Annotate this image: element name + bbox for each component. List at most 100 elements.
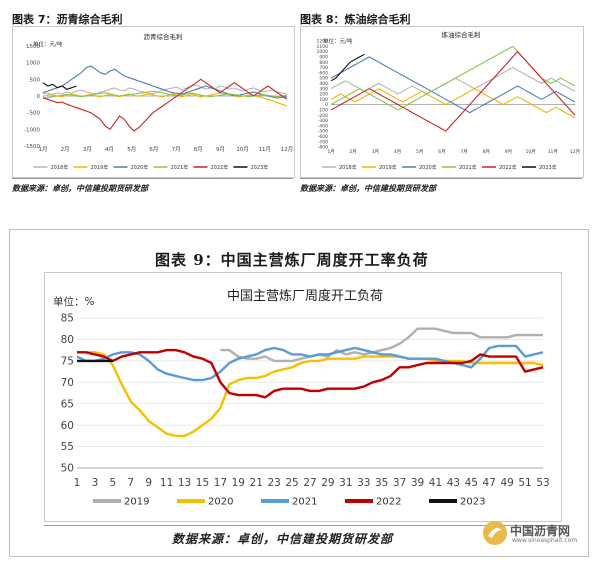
fig9-ytick-label: 65: [61, 398, 74, 410]
fig9-ytick-label: 70: [61, 377, 74, 389]
fig9-xtick-label: 15: [196, 477, 209, 489]
fig9-source: 数据来源：卓创，中信建投期货研发部: [172, 532, 394, 546]
fig8-ytick-label: -400: [318, 123, 328, 129]
watermark: 中国沥青网 www.sinoasphalt.com: [482, 520, 592, 548]
fig9-xtick-label: 41: [429, 477, 442, 489]
fig8-xtick-label: 7月: [460, 149, 467, 155]
fig9-xtick-label: 39: [411, 477, 424, 489]
fig9-ytick-label: 80: [61, 334, 74, 346]
fig7-legend-label: 2022年: [211, 164, 229, 171]
fig7-xtick-label: 12月: [281, 146, 294, 153]
fig8-xtick-label: 10月: [526, 149, 536, 155]
fig8-heading: 图表 8：炼油综合毛利: [300, 13, 411, 26]
fig9-xtick-label: 11: [160, 477, 173, 489]
fig9-xtick-label: 47: [483, 477, 496, 489]
fig7-xtick-label: 9月: [216, 146, 225, 153]
fig9-xtick-label: 51: [518, 477, 531, 489]
fig8-ytick-label: -700: [318, 139, 328, 145]
fig7-ytick-label: -1000: [24, 127, 40, 133]
fig8-series-line-2019年: [330, 88, 576, 119]
fig7-legend-label: 2019年: [91, 164, 109, 171]
fig7-xtick-label: 4月: [105, 146, 114, 153]
fig8-chart: 炼油综合毛利 单位：元/吨 1200 1100 1000 900 800 700 600 500 4…: [300, 26, 584, 178]
fig7-series-line-2020年: [42, 65, 288, 99]
fig8-xtick-label: 9月: [505, 149, 512, 155]
fig7-inner-title: 沥青综合毛利: [144, 32, 183, 41]
fig9-xtick-label: 21: [250, 477, 263, 489]
fig7-xtick-label: 6月: [149, 146, 158, 153]
fig9-xtick-label: 33: [357, 477, 370, 489]
fig8-ytick-label: -800: [318, 145, 328, 151]
fig7-xtick-label: 5月: [127, 146, 136, 153]
fig7-legend-label: 2021年: [171, 164, 189, 171]
fig9-series-line-2019: [220, 327, 543, 363]
fig7-xtick-label: 1月: [39, 146, 48, 153]
fig8-xtick-label: 4月: [394, 149, 401, 155]
fig9-legend-label: 2020: [208, 497, 233, 508]
fig7-unit: 单位：元/吨: [33, 40, 63, 48]
fig8-xtick-label: 11月: [548, 149, 558, 155]
fig7-series-line-2023年: [42, 82, 77, 90]
fig9-legend-label: 2019: [124, 497, 149, 508]
fig7-ytick-label: -500: [28, 111, 41, 117]
fig8-series-line-2023年: [330, 53, 365, 82]
fig9-xtick-label: 35: [375, 477, 388, 489]
fig8-ytick-label: 0: [325, 102, 328, 108]
fig8-xtick-label: 3月: [372, 149, 379, 155]
fig9-xtick-label: 43: [447, 477, 460, 489]
fig8-ytick-label: 100: [319, 97, 328, 103]
fig9-inner-title: 中国主营炼厂周度开工负荷: [227, 288, 383, 304]
fig9-xtick-label: 19: [232, 477, 245, 489]
fig8-legend-label: 2022年: [499, 164, 517, 171]
fig7-ytick-label: 500: [30, 77, 41, 83]
fig9-xtick-label: 37: [393, 477, 406, 489]
fig9-xtick-label: 45: [465, 477, 478, 489]
fig8-xtick-label: 5月: [416, 149, 423, 155]
fig8-ytick-label: 800: [319, 60, 328, 66]
fig8-ytick-label: -300: [318, 118, 328, 124]
fig7-source: 数据来源：卓创，中信建投期货研发部: [12, 184, 148, 193]
fig8-legend-label: 2023年: [539, 164, 557, 171]
fig9-xtick-label: 53: [536, 477, 549, 489]
fig9-legend-label: 2021: [292, 497, 317, 508]
fig9-series-line-2022: [77, 348, 544, 399]
fig8-legend-label: 2018年: [339, 164, 357, 171]
fig8-ytick-label: 500: [319, 76, 328, 82]
fig8-xtick-label: 2月: [349, 149, 356, 155]
watermark-url: www.sinoasphalt.com: [512, 537, 578, 544]
fig9-separator: [44, 525, 560, 526]
fig7-xtick-label: 11月: [259, 146, 272, 153]
fig8-ytick-label: 200: [319, 92, 328, 98]
fig7-ytick-label: 1500: [26, 44, 40, 50]
fig9-xtick-label: 25: [285, 477, 298, 489]
fig9-series-line-2021: [76, 344, 544, 382]
fig8-separator: [300, 178, 582, 179]
fig8-xtick-label: 12月: [570, 149, 580, 155]
fig9-xtick-label: 9: [145, 477, 152, 489]
fig9-ytick-label: 55: [61, 441, 74, 453]
fig7-legend-label: 2023年: [251, 164, 269, 171]
fig8-unit: 单位：元/吨: [323, 37, 353, 45]
fig7-xtick-label: 7月: [172, 146, 181, 153]
fig8-xtick-label: 1月: [327, 149, 334, 155]
fig8-legend-label: 2021年: [459, 164, 477, 171]
fig9-xtick-label: 49: [500, 477, 513, 489]
watermark-name: 中国沥青网: [510, 524, 571, 538]
fig8-legend-label: 2020年: [419, 164, 437, 171]
fig7-legend-label: 2018年: [51, 164, 69, 171]
fig9-ytick-label: 85: [61, 313, 74, 325]
fig7-xtick-label: 2月: [61, 146, 70, 153]
fig9-panel: [9, 229, 589, 557]
fig9-xtick-label: 27: [303, 477, 316, 489]
fig8-ytick-label: 1000: [317, 49, 329, 55]
fig8-series-line-2022年: [330, 51, 576, 132]
fig8-ytick-label: 600: [319, 70, 328, 76]
fig7-series-line-2021年: [42, 90, 288, 100]
fig8-ytick-label: -200: [318, 113, 328, 119]
fig9-xtick-label: 17: [214, 477, 227, 489]
fig8-xtick-label: 8月: [483, 149, 490, 155]
fig9-xtick-label: 31: [339, 477, 352, 489]
fig7-xtick-label: 8月: [194, 146, 203, 153]
